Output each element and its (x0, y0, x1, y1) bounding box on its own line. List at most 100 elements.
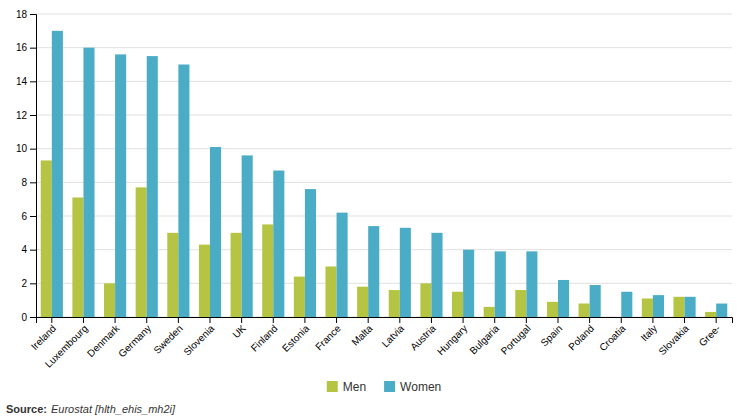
bar (515, 290, 526, 317)
bar (136, 187, 147, 317)
x-tick-label: Poland (566, 323, 596, 353)
legend: Men Women (327, 380, 441, 394)
bar (716, 304, 727, 317)
y-tick-mark (30, 250, 36, 251)
y-tick-label: 12 (16, 110, 28, 121)
x-tick: Hungary (435, 317, 470, 357)
y-tick-label: 2 (21, 278, 27, 289)
legend-item: Women (384, 380, 441, 394)
bar-series (52, 31, 727, 317)
bar (495, 251, 506, 317)
bar (199, 245, 210, 317)
bar (400, 228, 411, 317)
x-axis: IrelandLuxembourgDenmarkGermanySwedenSlo… (29, 317, 733, 370)
legend-swatch (327, 381, 338, 392)
y-tick-mark (30, 149, 36, 150)
bar (368, 226, 379, 317)
y-tick-mark (30, 182, 36, 183)
x-tick-mark (273, 317, 274, 323)
legend-item: Men (327, 380, 366, 394)
bar (357, 287, 368, 317)
x-tick-mark (526, 317, 527, 323)
bar (558, 280, 569, 317)
bars (41, 31, 728, 317)
annotation: Source: (6, 403, 47, 415)
y-tick: 4 (21, 244, 36, 255)
x-tick-mark (399, 317, 400, 323)
bar (41, 160, 52, 317)
bar (653, 295, 664, 317)
chart: 024681012141618IrelandLuxembourgDenmarkG… (0, 0, 746, 419)
grid-line (36, 115, 732, 116)
x-tick: Poland (566, 317, 596, 352)
bar (590, 285, 601, 317)
x-tick: Germany (116, 317, 153, 360)
bar (673, 297, 684, 317)
bar (305, 189, 316, 317)
grid-line (36, 148, 732, 149)
x-tick: Sweden (151, 317, 184, 356)
x-tick-label: Finland (249, 323, 280, 354)
x-tick-mark (304, 317, 305, 323)
x-tick-label: Austria (408, 322, 438, 352)
y-tick-mark (30, 317, 36, 318)
x-tick-mark (684, 317, 685, 323)
x-tick-mark (336, 317, 337, 323)
bar (484, 307, 495, 317)
y-axis-line (30, 15, 37, 318)
x-tick-label: Hungary (435, 323, 470, 358)
grid (36, 14, 732, 317)
bar (547, 302, 558, 317)
x-tick-mark (210, 317, 211, 323)
x-tick: Bulgaria (467, 317, 501, 356)
legend-swatch (384, 381, 395, 392)
x-tick: Portugal (499, 317, 533, 357)
x-tick-mark (494, 317, 495, 323)
plot: 024681012141618IrelandLuxembourgDenmarkG… (16, 9, 733, 370)
x-tick-label: Latvia (380, 322, 407, 349)
x-tick-mark (589, 317, 590, 323)
y-tick-label: 16 (16, 42, 28, 53)
y-tick: 16 (16, 42, 36, 53)
x-tick-label: UK (230, 322, 248, 340)
y-tick-label: 18 (16, 9, 28, 20)
x-tick-mark (115, 317, 116, 323)
bar (147, 56, 158, 317)
bar (231, 233, 242, 317)
x-tick-label: Italy (639, 323, 660, 344)
x-tick: Slovakia (656, 317, 691, 357)
bar (337, 213, 348, 317)
y-tick-label: 14 (16, 76, 28, 87)
y-tick-mark (30, 283, 36, 284)
y-tick: 10 (16, 143, 36, 154)
y-tick-mark (30, 115, 36, 116)
x-tick-label: Malta (349, 322, 374, 347)
x-tick: Gree- (697, 317, 723, 349)
y-tick: 2 (21, 278, 36, 289)
x-tick-mark (652, 317, 653, 323)
bar (262, 224, 273, 317)
y-tick: 8 (21, 177, 36, 188)
x-tick: Luxembourg (43, 317, 90, 370)
legend-label: Women (400, 380, 441, 394)
x-tick-mark (716, 317, 717, 323)
bar (104, 283, 115, 317)
x-tick-label: Gree- (697, 323, 723, 349)
x-tick-label: Slovakia (656, 322, 691, 357)
bar (167, 233, 178, 317)
x-tick: Spain (538, 317, 564, 349)
x-tick-label: Estonia (280, 322, 312, 354)
bar (610, 317, 621, 318)
x-tick-label: Slovenia (181, 322, 216, 357)
y-tick-label: 4 (21, 244, 27, 255)
y-tick-mark (30, 216, 36, 217)
bar (115, 54, 126, 317)
x-tick-mark (621, 317, 622, 323)
bar (642, 298, 653, 317)
y-tick-label: 8 (21, 177, 27, 188)
bar (579, 304, 590, 317)
x-tick-mark (83, 317, 84, 323)
bar (685, 297, 696, 317)
x-tick: UK (230, 317, 248, 340)
y-tick: 0 (21, 312, 36, 323)
